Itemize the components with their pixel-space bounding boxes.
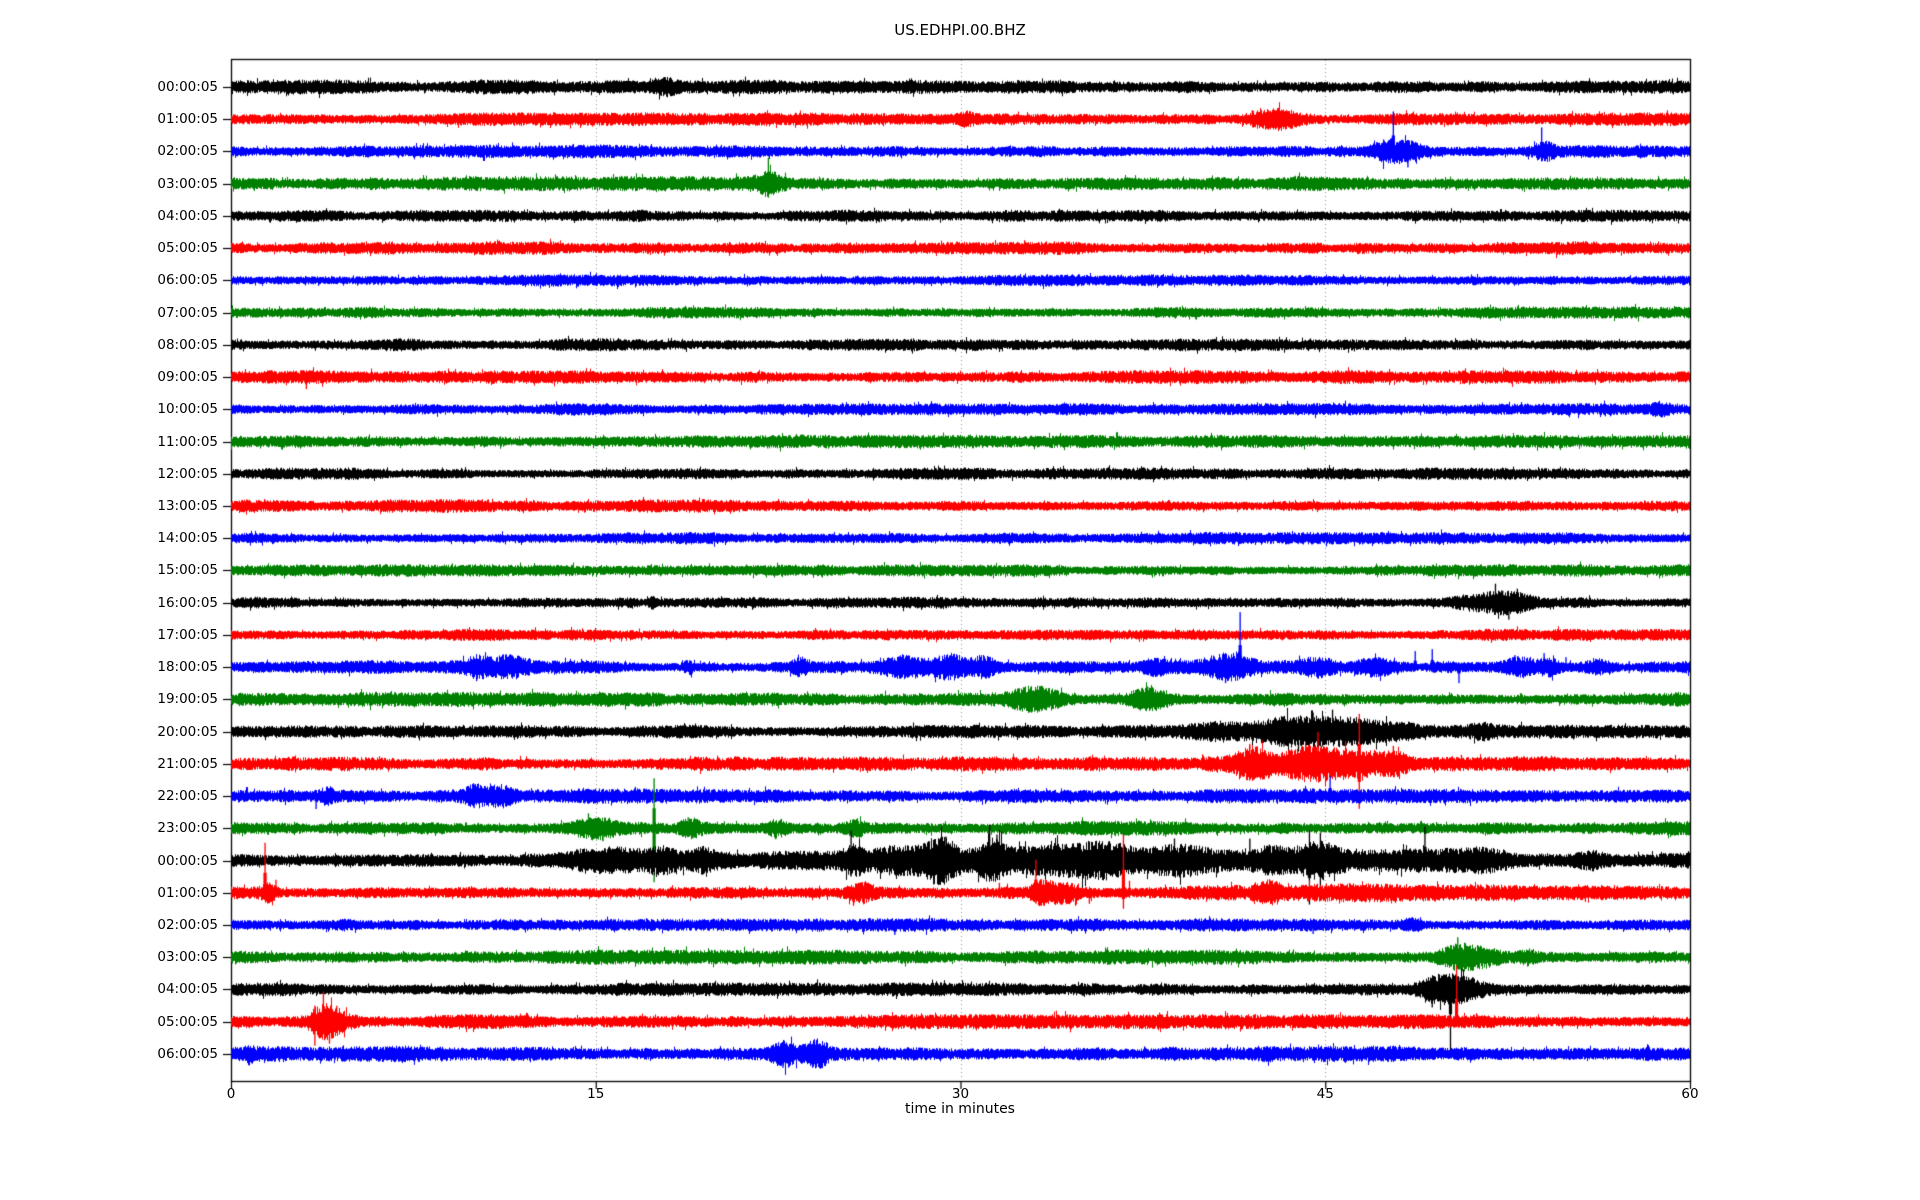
- trace-time-label: 23:00:05: [157, 820, 218, 837]
- trace-time-label: 13:00:05: [157, 497, 218, 514]
- trace-time-label: 10:00:05: [157, 401, 218, 418]
- figure-title: US.EDHPI.00.BHZ: [894, 21, 1026, 39]
- trace-time-label: 12:00:05: [157, 465, 218, 482]
- trace-time-label: 02:00:05: [157, 916, 218, 933]
- trace-time-label: 19:00:05: [157, 691, 218, 708]
- x-tick-label: 30: [951, 1086, 970, 1102]
- trace-time-label: 18:00:05: [157, 659, 218, 676]
- trace-time-label: 00:00:05: [157, 852, 218, 869]
- x-tick-label: 15: [587, 1086, 605, 1102]
- trace-time-label: 06:00:05: [157, 272, 218, 289]
- trace-time-label: 15:00:05: [157, 562, 218, 579]
- x-tick-label: 0: [226, 1086, 236, 1102]
- x-tick-label: 60: [1681, 1086, 1699, 1102]
- trace-time-label: 04:00:05: [157, 207, 218, 224]
- trace-time-label: 07:00:05: [157, 304, 218, 321]
- trace-time-label: 21:00:05: [157, 755, 218, 772]
- trace-time-label: 14:00:05: [157, 530, 218, 547]
- trace-time-label: 06:00:05: [157, 1045, 218, 1062]
- trace-time-label: 04:00:05: [157, 981, 218, 998]
- x-axis-label: time in minutes: [905, 1101, 1015, 1117]
- trace-time-label: 05:00:05: [157, 1013, 218, 1030]
- trace-time-label: 03:00:05: [157, 175, 218, 192]
- trace-time-label: 16:00:05: [157, 594, 218, 611]
- trace-time-label: 09:00:05: [157, 369, 218, 386]
- trace-time-label: 08:00:05: [157, 336, 218, 353]
- trace-time-label: 00:00:05: [157, 79, 218, 95]
- trace-time-label: 17:00:05: [157, 626, 218, 643]
- x-tick-label: 45: [1316, 1086, 1334, 1102]
- trace-time-label: 22:00:05: [157, 788, 218, 805]
- trace-time-label: 05:00:05: [157, 240, 218, 257]
- trace-time-label: 03:00:05: [157, 949, 218, 966]
- trace-time-label: 20:00:05: [157, 723, 218, 740]
- trace-time-label: 02:00:05: [157, 143, 218, 160]
- trace-time-label: 01:00:05: [157, 111, 218, 128]
- trace-time-label: 01:00:05: [157, 884, 218, 901]
- trace-time-label: 11:00:05: [157, 433, 218, 450]
